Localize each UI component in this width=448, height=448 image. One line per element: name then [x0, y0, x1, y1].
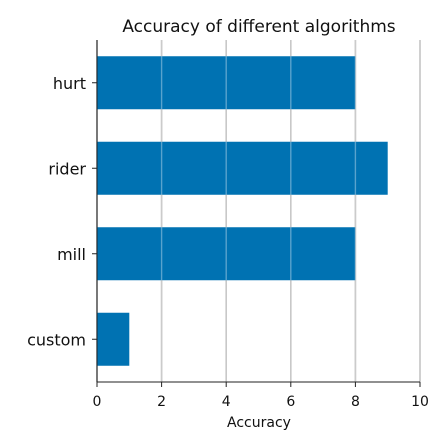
x-tick-label-0: 0 — [93, 394, 102, 410]
x-tick-label-5: 10 — [411, 394, 429, 410]
y-tick-label-hurt: hurt — [53, 74, 86, 93]
bars — [97, 40, 421, 382]
x-tick-label-4: 8 — [351, 394, 360, 410]
x-axis-label: Accuracy — [227, 415, 291, 431]
y-tick-label-custom: custom — [27, 330, 86, 349]
y-tick-label-mill: mill — [57, 245, 86, 264]
x-tick-label-2: 4 — [222, 394, 231, 410]
x-tick-label-1: 2 — [157, 394, 166, 410]
x-axis: 0 2 4 6 8 10 — [93, 381, 429, 410]
y-axis: hurt rider mill custom — [27, 40, 98, 382]
bar-hurt — [97, 56, 356, 110]
y-tick-label-rider: rider — [48, 159, 86, 178]
bar-rider — [97, 141, 388, 195]
x-tick-label-3: 6 — [286, 394, 295, 410]
bar-custom — [97, 312, 130, 366]
chart-title: Accuracy of different algorithms — [122, 17, 395, 37]
bar-mill — [97, 227, 356, 281]
